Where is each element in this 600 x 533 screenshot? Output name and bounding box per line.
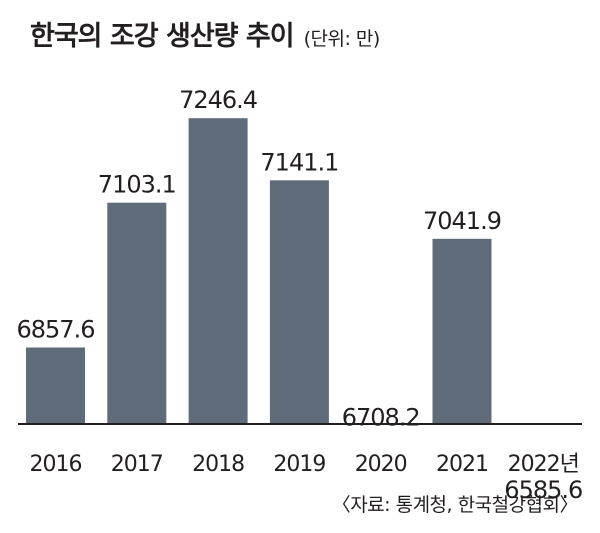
value-label-2022년: 6585.6 bbox=[504, 476, 582, 504]
category-label-2016: 2016 bbox=[30, 452, 82, 477]
category-label-2019: 2019 bbox=[273, 452, 325, 477]
chart-unit-label: (단위: 만) bbox=[303, 28, 381, 50]
value-label-2020: 6708.2 bbox=[342, 404, 420, 432]
value-label-2021: 7041.9 bbox=[423, 207, 501, 235]
bar-2018 bbox=[188, 118, 248, 423]
source-note: 〈자료: 통계청, 한국철강협회〉 bbox=[331, 494, 579, 516]
bar-2017 bbox=[107, 202, 167, 423]
category-label-2022년: 2022년 bbox=[508, 452, 579, 477]
category-label-2017: 2017 bbox=[111, 452, 163, 477]
value-label-2016: 6857.6 bbox=[17, 316, 95, 344]
value-label-2019: 7141.1 bbox=[260, 148, 338, 176]
category-label-2018: 2018 bbox=[192, 452, 244, 477]
category-label-2021: 2021 bbox=[436, 452, 488, 477]
value-label-2018: 7246.4 bbox=[179, 86, 257, 114]
bar-2021 bbox=[432, 238, 492, 423]
category-label-2020: 2020 bbox=[355, 452, 407, 477]
chart-title: 한국의 조강 생산량 추이 bbox=[30, 21, 295, 52]
chart-header: 한국의 조강 생산량 추이 (단위: 만) bbox=[30, 14, 380, 53]
bar-2019 bbox=[269, 180, 329, 423]
bar-2016 bbox=[26, 347, 85, 423]
value-label-2017: 7103.1 bbox=[98, 171, 176, 199]
